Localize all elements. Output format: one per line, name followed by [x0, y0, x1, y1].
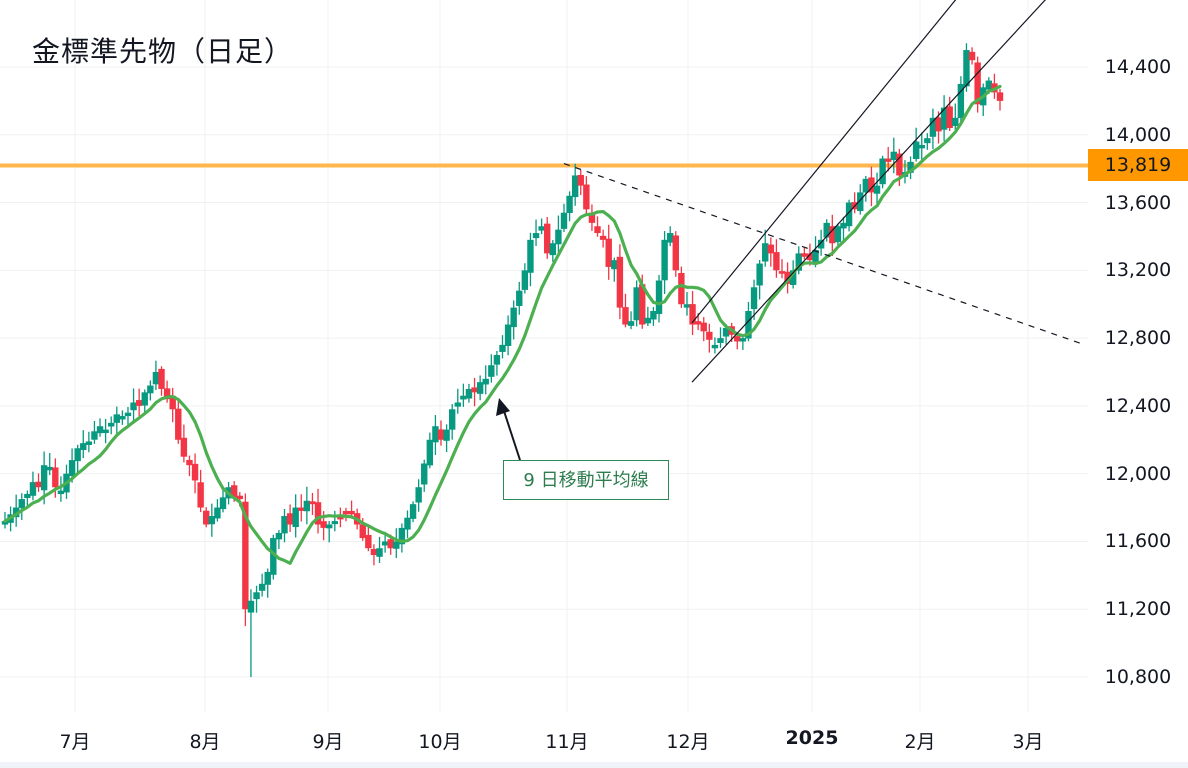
price-axis-label: 14,400: [1104, 56, 1172, 78]
time-axis-label: 7月: [59, 731, 91, 753]
bottom-scrollbar[interactable]: [0, 762, 1188, 768]
price-axis-label: 11,200: [1104, 598, 1172, 621]
time-axis-label: 8月: [189, 731, 221, 753]
ma-annotation-label: 9 日移動平均線: [503, 460, 669, 500]
grid-lines: [0, 0, 1088, 712]
time-axis-label: 3月: [1012, 731, 1044, 753]
price-axis-label: 10,800: [1104, 666, 1172, 688]
price-axis-label: 12,000: [1104, 462, 1172, 485]
chart-title: 金標準先物（日足）: [32, 35, 294, 68]
time-axis-label: 12月: [666, 731, 710, 753]
price-axis-label: 12,400: [1104, 394, 1172, 417]
time-axis-label: 9月: [312, 731, 344, 753]
price-axis-label: 11,600: [1104, 530, 1172, 553]
time-axis-label: 2025: [785, 727, 839, 749]
price-axis-label: 13,600: [1104, 191, 1172, 214]
current-price-badge: 13,819: [1088, 149, 1188, 182]
price-axis-label: 14,000: [1104, 123, 1172, 146]
time-axis-label: 11月: [545, 731, 589, 753]
time-axis-label: 2月: [904, 731, 936, 753]
candlestick-series: [1, 43, 1004, 677]
annotation-arrow-icon: [496, 398, 521, 461]
price-axis-label: 13,200: [1104, 259, 1172, 282]
moving-average-line: [3, 84, 1002, 565]
time-axis-label: 10月: [418, 731, 462, 753]
trendlines[interactable]: [563, 0, 1086, 383]
price-axis-label: 12,800: [1104, 327, 1172, 350]
